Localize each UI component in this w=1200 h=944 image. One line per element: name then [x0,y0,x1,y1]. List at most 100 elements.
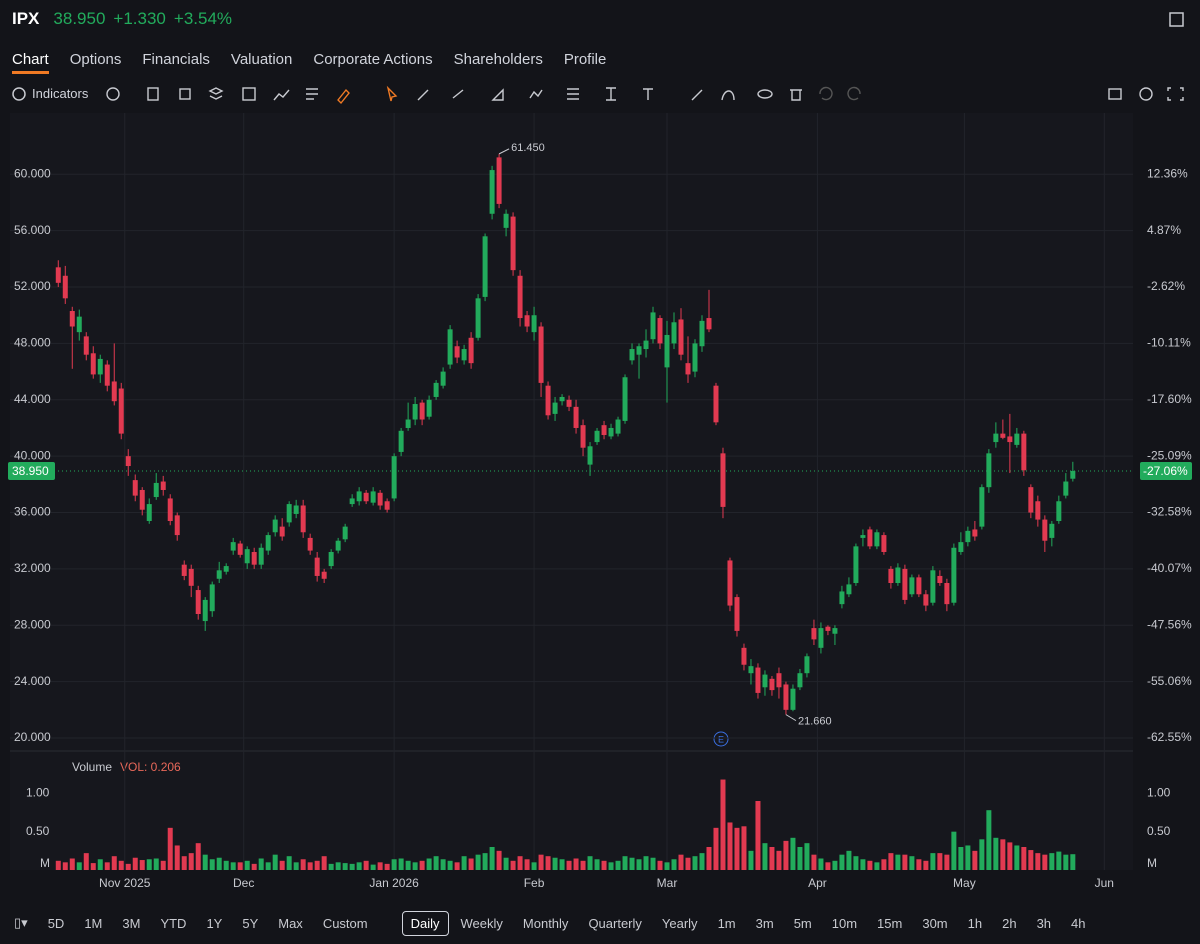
tab[interactable]: Corporate Actions [313,51,433,68]
y-tick-label: 28.000 [14,617,51,631]
exit-icon[interactable] [1169,12,1184,27]
volume-bar [580,860,586,870]
tab[interactable]: Profile [563,51,607,68]
interval-button[interactable]: 3h [1036,915,1052,931]
volume-bar [818,858,824,870]
volume-bar [937,853,943,870]
volume-bar [853,856,859,870]
volume-bar [685,857,691,870]
volume-bar [167,827,173,870]
earnings-icon[interactable] [713,731,729,747]
volume-bar [713,827,719,870]
interval-button[interactable]: Yearly [661,915,698,931]
volume-unit: M [40,856,50,870]
candle-body [699,320,705,347]
volume-bar [1014,845,1020,870]
interval-button[interactable]: 15m [877,915,903,931]
interval-button[interactable]: Quarterly [588,915,642,931]
volume-bar [923,860,929,870]
candle-body [293,505,299,514]
volume-bar [748,850,754,870]
y2-tick-label: -25.09% [1147,448,1192,462]
last-price-label: 38.950 [12,464,49,478]
candle-body [671,322,677,344]
interval-button[interactable]: 1m [717,915,736,931]
volume-bar [629,857,635,870]
candle-body [139,489,145,510]
candle-body [104,364,110,386]
range-button[interactable]: 1M [84,915,103,931]
volume-bar [944,854,950,870]
volume-bar [1042,854,1048,870]
candle-body [1056,501,1062,521]
candle-body [853,546,859,583]
interval-button[interactable]: 10m [831,915,858,931]
range-button[interactable]: 5Y [242,915,259,931]
volume-bar [566,860,572,870]
y-tick-label: 36.000 [14,505,51,519]
volume-legend: VOL: 0.206 [120,760,181,774]
volume-bar [293,862,299,870]
tab[interactable]: Options [69,51,122,68]
indicators-button[interactable]: Indicators [32,86,89,101]
volume-unit-right: M [1147,856,1157,870]
change: +1.330 [113,9,166,28]
candle-body [223,566,229,572]
candle-body [391,456,397,499]
interval-button[interactable]: Monthly [522,915,569,931]
candle-body [1007,436,1013,443]
range-button[interactable]: 5D [47,915,65,931]
low-leader [785,714,797,722]
volume-bar [503,857,509,870]
y2-tick-label: -40.07% [1147,561,1192,575]
candle-body [944,582,950,605]
volume-bar [594,859,600,870]
volume-bar [461,856,467,870]
range-button[interactable]: 3M [122,915,141,931]
candle-body [335,540,341,551]
candle-body [608,427,614,437]
candle-body [580,425,586,448]
volume-bar [664,862,670,870]
interval-button[interactable]: 3m [755,915,774,931]
candle-body [860,535,866,538]
volume-bar [699,853,705,870]
volume-bar [76,862,82,870]
interval-button[interactable]: 1h [967,915,983,931]
range-button[interactable]: Max [278,915,303,931]
interval-button[interactable]: 2h [1002,915,1017,931]
interval-button[interactable]: Daily [401,910,449,936]
candle-body [62,275,68,299]
candle-body [902,568,908,600]
tab[interactable]: Shareholders [453,51,543,68]
interval-button[interactable]: 5m [793,915,812,931]
y-tick-label: 20.000 [14,730,51,744]
tab[interactable]: Valuation [230,51,293,68]
volume-bar [1007,842,1013,870]
candle-body [363,492,369,502]
range-button[interactable]: Custom [322,915,368,931]
volume-bar [265,862,271,870]
range-button[interactable]: YTD [160,915,187,931]
candle-body [951,547,957,603]
candle-body [937,575,943,583]
toolbar-icons[interactable] [106,85,1184,105]
candle-body [468,337,474,364]
layout-icon[interactable]: ▯▾ [14,915,28,930]
volume-bar [90,863,96,870]
y2-tick-label: -2.62% [1147,279,1185,293]
interval-button[interactable]: 30m [922,915,948,931]
volume-bar [153,858,159,870]
candle-body [965,530,971,543]
tab[interactable]: Chart [12,51,49,74]
volume-bar [790,837,796,870]
interval-button[interactable]: Weekly [460,915,503,931]
volume-bar [328,863,334,870]
y-tick-label: 60.000 [14,166,51,180]
candle-body [839,591,845,605]
y2-tick-label: -10.11% [1147,336,1191,350]
interval-button[interactable]: 4h [1071,915,1086,931]
range-button[interactable]: 1Y [206,915,223,931]
tab[interactable]: Financials [142,51,210,68]
